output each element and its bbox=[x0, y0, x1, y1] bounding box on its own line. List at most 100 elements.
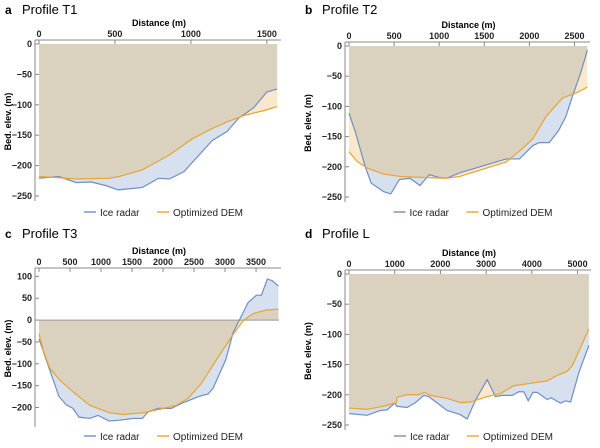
y-tick-label: −250 bbox=[322, 192, 342, 202]
y-tick-label: −150 bbox=[322, 132, 342, 142]
y-tick-label: 0 bbox=[337, 41, 342, 51]
panel-d: 0 1000 2000 3000 4000 5000 0 −50 −100 −150 −200 −25… bbox=[300, 224, 600, 448]
panel-title: Profile T3 bbox=[22, 226, 78, 241]
x-tick-label: 3000 bbox=[476, 259, 496, 269]
y-tick-label: −100 bbox=[12, 100, 32, 110]
fill-ice-radar bbox=[349, 46, 588, 194]
x-tick-label: 2000 bbox=[519, 31, 539, 41]
y-tick-label: −250 bbox=[12, 191, 32, 201]
x-tick-label: 0 bbox=[36, 257, 41, 267]
y-tick-label: −100 bbox=[322, 101, 342, 111]
fill-ice-radar bbox=[39, 44, 278, 190]
legend-label: Ice radar bbox=[410, 432, 450, 443]
legend: Ice radar Optimized DEM bbox=[84, 208, 243, 219]
legend-label: Ice radar bbox=[100, 208, 140, 219]
y-tick-label: 0 bbox=[337, 269, 342, 279]
legend: Ice radar Optimized DEM bbox=[84, 432, 243, 443]
x-tick-label: 0 bbox=[36, 29, 41, 39]
y-axis-label: Bed. elev. (m) bbox=[303, 322, 313, 380]
y-axis-label: Bed. elev. (m) bbox=[3, 93, 13, 151]
chart-d: 0 1000 2000 3000 4000 5000 0 −50 −100 −150 −200 −25… bbox=[303, 248, 591, 443]
legend-label: Ice radar bbox=[100, 432, 140, 443]
x-tick-label: 0 bbox=[346, 31, 351, 41]
chart-b: 0 500 1000 1500 2000 2500 0 −50 −100 −150 −200 −250… bbox=[303, 20, 590, 219]
x-tick-label: 2500 bbox=[564, 31, 584, 41]
fill-optimized-dem bbox=[39, 309, 279, 415]
line-ice-radar bbox=[38, 88, 278, 191]
y-tick-label: −200 bbox=[12, 161, 32, 171]
panel-letter: b bbox=[305, 3, 313, 17]
x-tick-label: 1500 bbox=[122, 257, 142, 267]
panel-letter: d bbox=[305, 227, 313, 241]
x-tick-label: 500 bbox=[387, 31, 402, 41]
legend-label: Ice radar bbox=[410, 208, 450, 219]
line-optimized-dem bbox=[348, 328, 590, 410]
fill-ice-radar bbox=[39, 278, 279, 422]
line-optimized-dem bbox=[38, 106, 278, 180]
chart-c: 0 500 1000 1500 2000 2500 3000 3500100500−50−10… bbox=[3, 246, 281, 443]
y-tick-label: −200 bbox=[322, 162, 342, 172]
y-tick-label: −200 bbox=[322, 390, 342, 400]
x-tick-label: 1500 bbox=[257, 29, 277, 39]
panel-title: Profile T2 bbox=[322, 2, 378, 17]
fill-ice-radar bbox=[349, 274, 589, 419]
y-tick-label: −150 bbox=[12, 130, 32, 140]
x-tick-label: 500 bbox=[107, 29, 122, 39]
x-axis-label: Distance (m) bbox=[441, 20, 495, 30]
legend-label: Optimized DEM bbox=[173, 208, 243, 219]
y-tick-label: −50 bbox=[17, 337, 32, 347]
panel-letter: a bbox=[5, 3, 12, 17]
y-tick-label: −100 bbox=[322, 329, 342, 339]
line-optimized-dem bbox=[38, 308, 279, 416]
y-tick-label: −150 bbox=[322, 360, 342, 370]
legend: Ice radar Optimized DEM bbox=[393, 208, 553, 219]
x-axis-label: Distance (m) bbox=[132, 18, 186, 28]
panel-title: Profile T1 bbox=[22, 2, 78, 17]
x-tick-label: 3000 bbox=[215, 257, 235, 267]
legend-label: Optimized DEM bbox=[173, 432, 243, 443]
x-tick-label: 5000 bbox=[568, 259, 588, 269]
x-tick-label: 1000 bbox=[429, 31, 449, 41]
x-tick-label: 3500 bbox=[246, 257, 266, 267]
fill-optimized-dem bbox=[349, 46, 588, 179]
y-tick-label: −150 bbox=[12, 381, 32, 391]
x-tick-label: 1500 bbox=[474, 31, 494, 41]
y-tick-label: −50 bbox=[17, 69, 32, 79]
y-tick-label: 0 bbox=[27, 39, 32, 49]
y-tick-label: −250 bbox=[322, 420, 342, 430]
x-tick-label: 2000 bbox=[153, 257, 173, 267]
x-tick-label: 1000 bbox=[91, 257, 111, 267]
x-axis-label: Distance (m) bbox=[442, 248, 496, 258]
legend-label: Optimized DEM bbox=[483, 432, 553, 443]
fill-optimized-dem bbox=[349, 274, 589, 410]
legend-label: Optimized DEM bbox=[483, 208, 553, 219]
x-tick-label: 1000 bbox=[181, 29, 201, 39]
y-tick-label: −100 bbox=[12, 359, 32, 369]
legend: Ice radar Optimized DEM bbox=[394, 432, 553, 443]
panel-c: 0 500 1000 1500 2000 2500 3000 3500 100 50 0 −50 −10… bbox=[0, 224, 300, 448]
fill-optimized-dem bbox=[39, 44, 278, 179]
y-tick-label: −50 bbox=[327, 71, 342, 81]
line-optimized-dem bbox=[348, 86, 588, 179]
x-tick-label: 1000 bbox=[385, 259, 405, 269]
panel-title: Profile L bbox=[322, 226, 370, 241]
y-axis-label: Bed. elev. (m) bbox=[303, 94, 313, 152]
y-tick-label: 100 bbox=[17, 271, 32, 281]
x-axis-label: Distance (m) bbox=[132, 246, 186, 256]
y-tick-label: 50 bbox=[22, 293, 32, 303]
x-tick-label: 2000 bbox=[430, 259, 450, 269]
y-axis-label: Bed. elev. (m) bbox=[3, 320, 13, 378]
panel-letter: c bbox=[5, 227, 12, 241]
y-tick-label: −200 bbox=[12, 403, 32, 413]
chart-a: 0 500 1000 1500 0 −50 −100 −150 −200 −250 Distance… bbox=[3, 18, 281, 219]
panel-b: 0 500 1000 1500 2000 2500 0 −50 −100 −150 −200 −250… bbox=[300, 0, 600, 224]
x-tick-label: 500 bbox=[62, 257, 77, 267]
y-tick-label: −50 bbox=[327, 299, 342, 309]
line-ice-radar bbox=[348, 345, 590, 420]
y-tick-label: 0 bbox=[27, 315, 32, 325]
x-tick-label: 4000 bbox=[522, 259, 542, 269]
x-tick-label: 2500 bbox=[184, 257, 204, 267]
x-tick-label: 0 bbox=[346, 259, 351, 269]
panel-a: 0 500 1000 1500 0 −50 −100 −150 −200 −250 Distance… bbox=[0, 0, 300, 224]
